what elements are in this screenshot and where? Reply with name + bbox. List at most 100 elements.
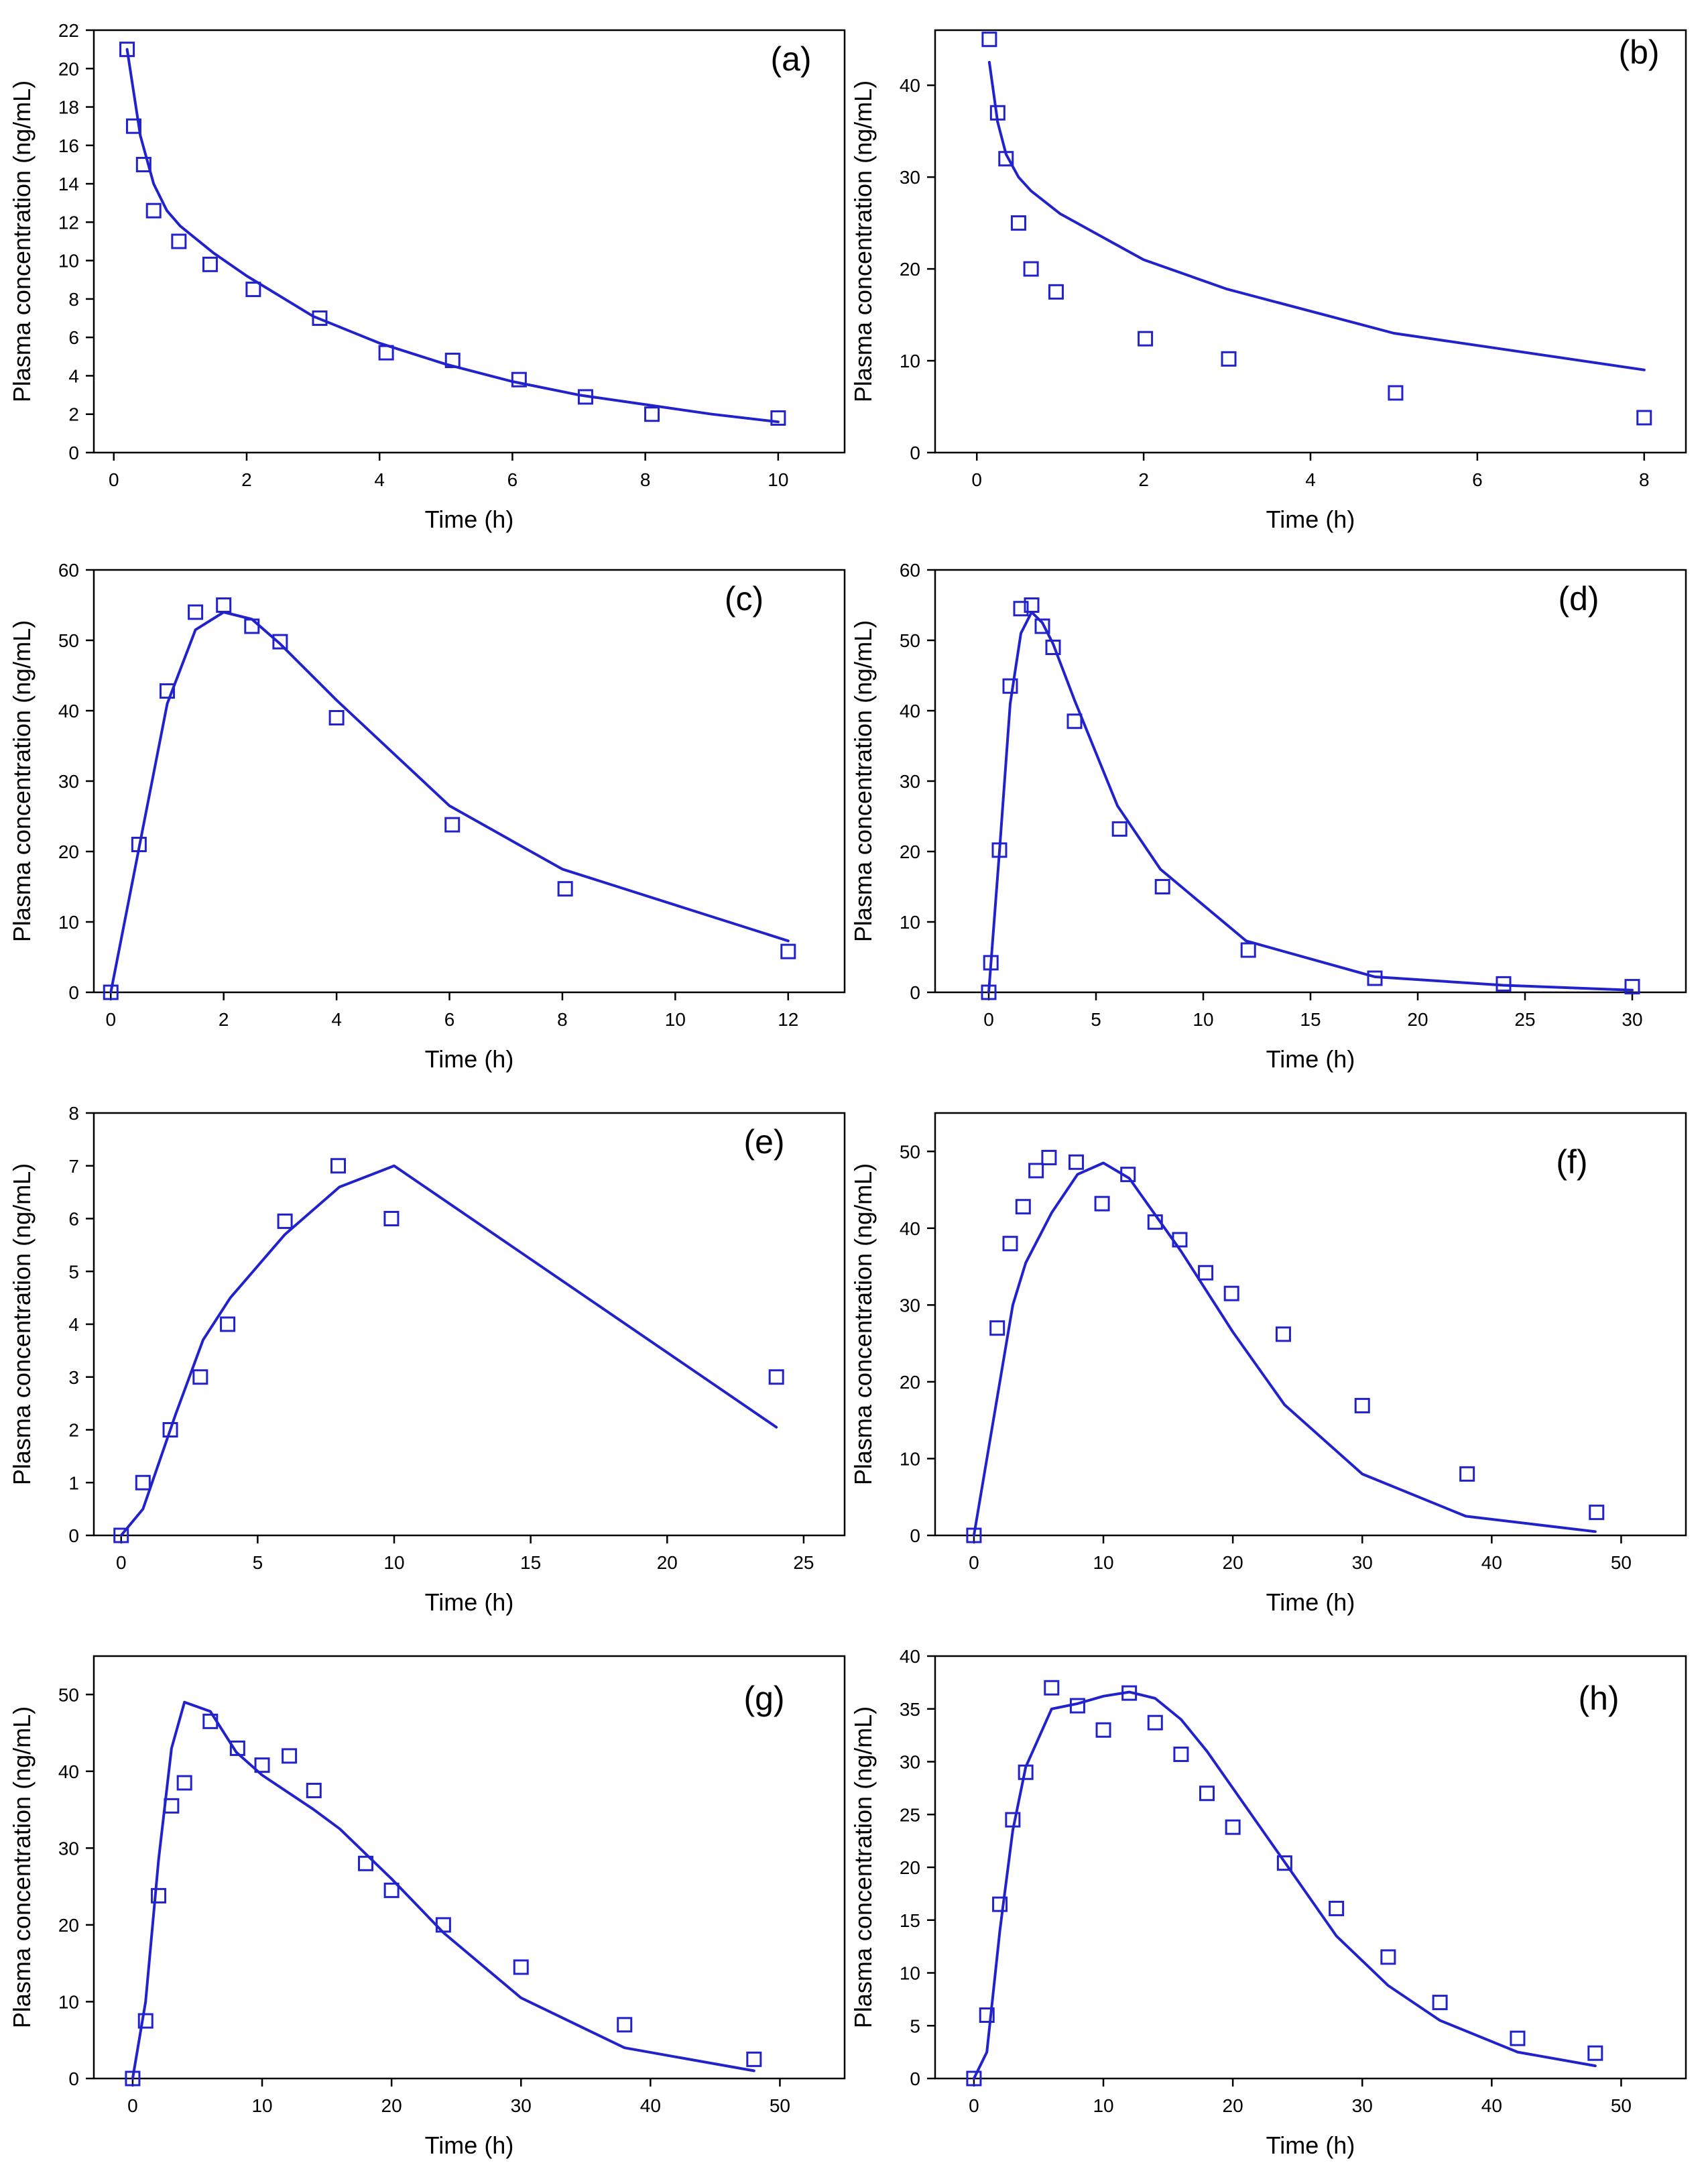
observed-point	[383, 1882, 400, 1898]
observed-point	[119, 42, 135, 58]
observed-point	[644, 406, 660, 422]
observed-point	[746, 2051, 762, 2067]
observed-point	[511, 371, 527, 388]
x-tick-label: 2	[219, 1009, 229, 1030]
chart-panel-b: 0 2 4 6 8 0 10 20 30 40 Time (h) Plasma concentrati…	[849, 29, 1687, 533]
y-tick-label: 14	[58, 174, 79, 194]
observed-point	[131, 837, 147, 852]
y-tick-label: 5	[910, 2015, 920, 2036]
observed-point	[1002, 1236, 1018, 1252]
observed-point	[137, 2013, 154, 2029]
predicted-line	[972, 1161, 1597, 1537]
observed-point	[330, 1158, 347, 1174]
observed-point	[306, 1782, 322, 1798]
observed-point	[1147, 1714, 1163, 1731]
x-tick-label: 10	[1093, 2095, 1113, 2116]
y-axis-title: Plasma concentration (ng/mL)	[8, 1163, 36, 1485]
observed-point	[444, 817, 461, 833]
observed-point	[135, 1474, 151, 1490]
observed-point	[135, 156, 151, 172]
observed-point	[1624, 979, 1640, 995]
observed-point	[1240, 942, 1256, 958]
observed-point	[1069, 1698, 1085, 1714]
chart-panel-g: 0 10 20 30 40 50 0 10 20 30 40 50 Time (h) Plasma con…	[8, 1655, 846, 2159]
y-tick-label: 20	[58, 841, 79, 862]
y-tick-label: 16	[58, 135, 79, 156]
x-tick-label: 20	[1223, 1552, 1243, 1573]
observed-point	[151, 1887, 167, 1904]
observed-point	[998, 151, 1014, 167]
observed-point	[176, 1775, 192, 1791]
x-tick-label: 6	[444, 1009, 455, 1030]
observed-point	[272, 634, 288, 650]
observed-point	[113, 1527, 129, 1543]
x-tick-label: 0	[105, 1009, 116, 1030]
y-tick-label: 10	[58, 912, 79, 933]
x-tick-label: 15	[1300, 1009, 1321, 1030]
y-tick-label: 50	[58, 1684, 79, 1705]
x-tick-label: 15	[520, 1552, 541, 1573]
observed-point	[1329, 1900, 1345, 1916]
y-tick-label: 30	[900, 1295, 920, 1315]
observed-point	[1587, 2045, 1603, 2061]
y-tick-label: 0	[910, 443, 920, 463]
observed-point	[1199, 1785, 1215, 1802]
y-tick-label: 0	[910, 2068, 920, 2089]
observed-point	[1045, 640, 1061, 655]
y-tick-label: 20	[58, 58, 79, 79]
chart-panel-h: 0 10 20 30 40 50 0 5 10 15 20 25 30 35 40 Time (h) Plasm…	[849, 1646, 1687, 2159]
observed-point	[983, 955, 999, 971]
x-tick-label: 4	[1305, 469, 1316, 490]
observed-point	[103, 984, 119, 1000]
x-tick-label: 0	[971, 469, 982, 490]
y-tick-label: 4	[68, 1314, 79, 1335]
predicted-line	[987, 60, 1646, 371]
y-tick-label: 40	[900, 1218, 920, 1239]
x-tick-label: 50	[1611, 2095, 1632, 2116]
x-tick-label: 6	[507, 469, 518, 490]
observed-point	[617, 2017, 633, 2033]
predicted-line	[972, 1690, 1597, 2080]
observed-point	[202, 256, 218, 272]
x-axis-title: Time (h)	[425, 1588, 514, 1616]
observed-point	[780, 943, 796, 959]
y-tick-label: 20	[900, 1857, 920, 1878]
observed-point	[444, 353, 461, 369]
observed-point	[989, 1320, 1005, 1336]
predicted-line	[987, 611, 1634, 994]
observed-point	[979, 2007, 995, 2023]
observed-point	[1111, 821, 1127, 837]
predicted-line	[131, 1700, 755, 2080]
x-tick-label: 10	[665, 1009, 686, 1030]
y-tick-label: 25	[900, 1804, 920, 1825]
observed-point	[1068, 1154, 1084, 1170]
y-tick-label: 0	[910, 982, 920, 1003]
x-tick-label: 6	[1472, 469, 1483, 490]
x-tick-label: 20	[381, 2095, 402, 2116]
y-tick-label: 35	[900, 1699, 920, 1720]
observed-point	[1354, 1397, 1370, 1413]
y-tick-label: 6	[68, 1209, 79, 1230]
y-tick-label: 8	[68, 1103, 79, 1124]
y-tick-label: 0	[68, 443, 79, 463]
observed-point	[1154, 879, 1170, 894]
x-tick-label: 20	[1223, 2095, 1243, 2116]
panel-label: (d)	[1558, 580, 1599, 618]
x-tick-label: 30	[1622, 1009, 1642, 1030]
observed-point	[125, 2070, 141, 2087]
y-axis-title: Plasma concentration (ng/mL)	[849, 1163, 877, 1485]
y-tick-label: 10	[900, 351, 920, 371]
observed-point	[1041, 1149, 1057, 1165]
observed-point	[1094, 1195, 1110, 1212]
y-axis-title: Plasma concentration (ng/mL)	[8, 1706, 36, 2028]
observed-point	[1121, 1685, 1138, 1701]
x-tick-label: 8	[1639, 469, 1650, 490]
y-axis-title: Plasma concentration (ng/mL)	[8, 80, 36, 402]
observed-point	[1044, 1680, 1060, 1696]
x-tick-label: 5	[253, 1552, 263, 1573]
observed-point	[1225, 1819, 1241, 1835]
plot-frame	[93, 29, 846, 454]
observed-point	[1048, 284, 1064, 300]
x-tick-label: 10	[383, 1552, 404, 1573]
